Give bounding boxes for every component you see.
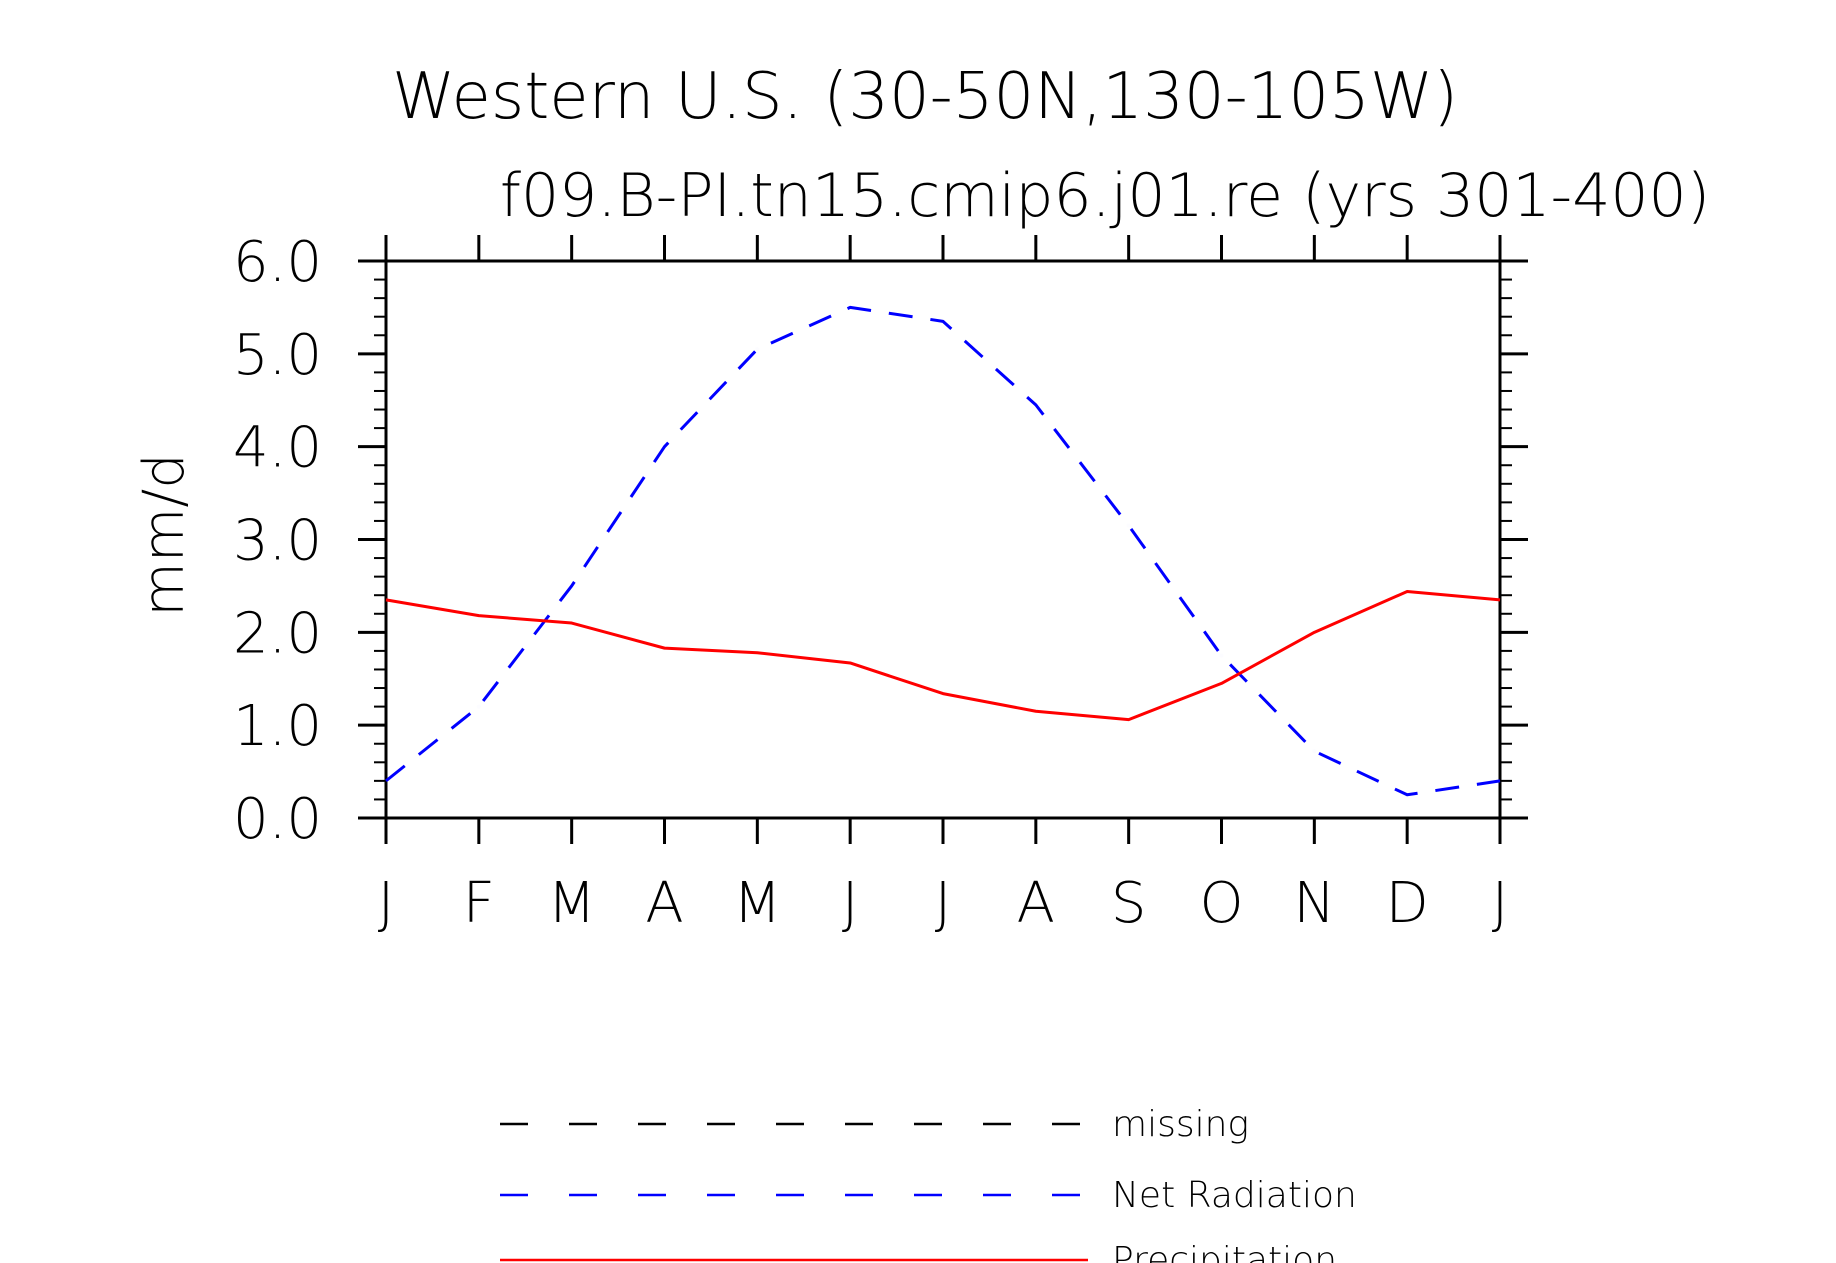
x-tick-label: M bbox=[548, 871, 596, 936]
legend-label-2: Precipitation bbox=[1112, 1240, 1337, 1263]
series-point-1 bbox=[1312, 749, 1316, 753]
series-point-2 bbox=[1405, 589, 1409, 593]
series-point-2 bbox=[569, 621, 573, 625]
x-tick-label: J bbox=[842, 871, 859, 936]
x-tick-label: J bbox=[378, 871, 395, 936]
series-line-1 bbox=[385, 305, 1501, 797]
series-point-1 bbox=[755, 347, 759, 351]
series-point-1 bbox=[941, 319, 945, 323]
x-tick-label: F bbox=[463, 871, 495, 936]
series-point-1 bbox=[1498, 779, 1502, 783]
series-line-2 bbox=[385, 589, 1501, 722]
x-tick-label: S bbox=[1111, 871, 1147, 936]
x-tick-label: D bbox=[1386, 871, 1429, 936]
legend-label-1: Net Radiation bbox=[1112, 1175, 1357, 1216]
series-point-2 bbox=[384, 598, 388, 602]
series-point-1 bbox=[662, 444, 666, 448]
series-point-2 bbox=[755, 651, 759, 655]
y-axis-label: mm/d bbox=[132, 453, 197, 617]
legend-label-0: missing bbox=[1112, 1104, 1249, 1145]
series-point-1 bbox=[1034, 403, 1038, 407]
legend: missing Net Radiation Precipitation bbox=[500, 1104, 1357, 1263]
chart-subtitle: f09.B-PI.tn15.cmip6.j01.re (yrs 301-400) bbox=[500, 161, 1710, 231]
y-tick-label: 2.0 bbox=[233, 601, 322, 666]
x-tick-label: N bbox=[1293, 871, 1335, 936]
plot-frame bbox=[384, 259, 1502, 820]
series-point-2 bbox=[477, 613, 481, 617]
series-point-2 bbox=[1219, 681, 1223, 685]
series-point-2 bbox=[1126, 717, 1130, 721]
x-tick-label: M bbox=[733, 871, 781, 936]
y-tick-label: 4.0 bbox=[233, 416, 322, 481]
series-point-1 bbox=[569, 584, 573, 588]
series-point-1 bbox=[848, 305, 852, 309]
x-tick-label: A bbox=[1017, 871, 1055, 936]
y-tick-label: 1.0 bbox=[233, 694, 322, 759]
y-tick-label: 3.0 bbox=[233, 509, 322, 574]
y-tick-label: 0.0 bbox=[233, 787, 322, 852]
series-point-2 bbox=[1312, 630, 1316, 634]
series-point-1 bbox=[384, 779, 388, 783]
y-tick-label: 5.0 bbox=[233, 323, 322, 388]
plot-area: J F M A M J J A S O N D J0.01.02.03.04.05.06.0 bbox=[233, 230, 1528, 936]
series-point-1 bbox=[1126, 523, 1130, 527]
series-point-1 bbox=[1405, 793, 1409, 797]
series-point-1 bbox=[477, 704, 481, 708]
x-tick-label: J bbox=[935, 871, 952, 936]
series-point-2 bbox=[1498, 598, 1502, 602]
series-point-2 bbox=[848, 661, 852, 665]
series-point-1 bbox=[1219, 653, 1223, 657]
series-point-2 bbox=[1034, 709, 1038, 713]
x-tick-label: J bbox=[1492, 871, 1509, 936]
series-point-2 bbox=[941, 691, 945, 695]
y-tick-label: 6.0 bbox=[233, 230, 322, 295]
series-point-2 bbox=[662, 646, 666, 650]
chart-title: Western U.S. (30-50N,130-105W) bbox=[392, 60, 1458, 134]
x-tick-label: O bbox=[1199, 871, 1243, 936]
x-tick-label: A bbox=[645, 871, 683, 936]
